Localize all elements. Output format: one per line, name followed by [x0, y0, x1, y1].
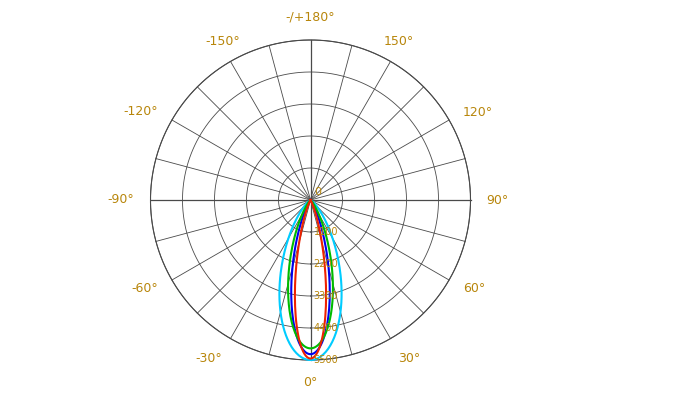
Text: 2200: 2200 [313, 259, 338, 269]
Text: 60°: 60° [463, 282, 485, 294]
Text: 1100: 1100 [313, 227, 338, 237]
Text: 0: 0 [315, 187, 321, 197]
Text: 4400: 4400 [313, 323, 338, 333]
Text: -120°: -120° [124, 106, 158, 118]
Text: -150°: -150° [205, 34, 240, 48]
Text: 120°: 120° [463, 106, 493, 118]
Text: 0°: 0° [303, 376, 318, 389]
Text: 3300: 3300 [313, 291, 338, 301]
Text: 5500: 5500 [313, 355, 338, 365]
Text: -60°: -60° [132, 282, 158, 294]
Text: -30°: -30° [196, 352, 223, 366]
Text: 90°: 90° [487, 194, 509, 206]
Text: -90°: -90° [108, 194, 134, 206]
Text: -/+180°: -/+180° [286, 11, 335, 24]
Text: 30°: 30° [398, 352, 421, 366]
Text: 150°: 150° [383, 34, 414, 48]
